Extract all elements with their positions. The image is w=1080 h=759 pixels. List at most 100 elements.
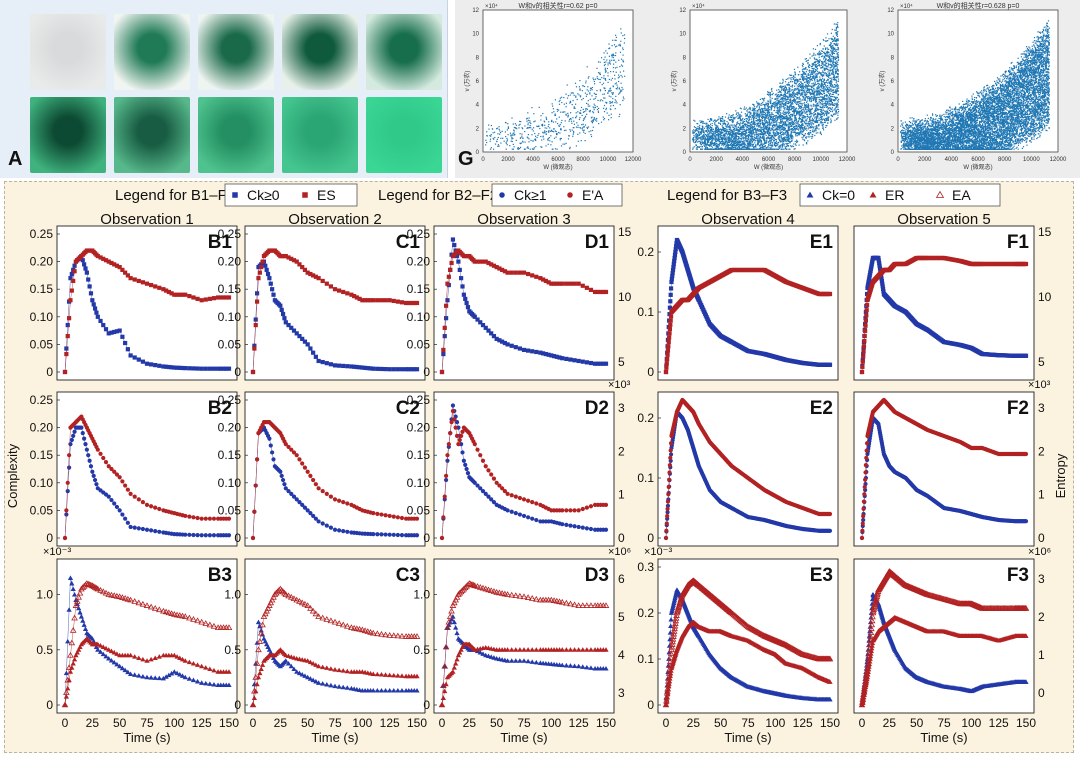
scatter-point <box>559 97 561 99</box>
scatter-point <box>790 123 792 125</box>
scatter-point <box>788 93 790 95</box>
scatter-point <box>809 123 811 125</box>
scatter-point <box>822 107 824 109</box>
scatter-point <box>572 117 574 119</box>
scatter-point <box>797 140 799 142</box>
scatter-point <box>818 63 820 66</box>
scatter-point <box>781 88 783 90</box>
scatter-point <box>763 127 765 129</box>
scatter-point <box>731 115 733 117</box>
mixing-photo <box>366 14 442 90</box>
scatter-point <box>780 121 782 123</box>
scatter-point <box>758 138 760 140</box>
scatter-point <box>782 94 784 96</box>
scatter-point <box>785 121 787 123</box>
scatter-point <box>760 108 762 110</box>
scatter-point <box>821 121 823 123</box>
scatter-point <box>692 138 694 140</box>
scatter-point <box>614 39 616 41</box>
scatter-point <box>813 57 815 59</box>
scatter-point <box>603 77 605 79</box>
scatter-point <box>751 121 753 123</box>
scatter-point <box>804 99 806 101</box>
scatter-point <box>730 137 732 139</box>
scatter-point <box>561 96 563 98</box>
scatter-point <box>697 135 699 137</box>
scatter-point <box>782 139 784 141</box>
scatter-point <box>741 125 743 127</box>
scatter-point <box>816 105 818 107</box>
scatter-point <box>494 143 497 145</box>
scatter-point <box>835 44 837 46</box>
scatter-point <box>615 52 617 54</box>
scatter-point <box>585 95 587 97</box>
scatter-point <box>830 67 832 69</box>
scatter-point <box>725 125 727 127</box>
scatter-point <box>711 143 713 145</box>
scatter-point <box>744 123 746 125</box>
scatter-point <box>824 54 827 57</box>
scatter-point <box>821 113 823 115</box>
scatter-point <box>597 99 599 101</box>
scatter-point <box>827 108 829 110</box>
scatter-point <box>612 54 614 57</box>
scatter-point <box>698 138 700 140</box>
scatter-point <box>746 127 748 129</box>
scatter-point <box>618 76 620 78</box>
scatter-point <box>532 148 534 150</box>
scatter-point <box>769 111 771 113</box>
scatter-point <box>497 144 499 146</box>
scatter-point <box>737 131 739 133</box>
scatter-point <box>804 81 806 83</box>
scatter-point <box>774 138 777 141</box>
scatter-point <box>833 47 835 49</box>
scatter-point <box>589 89 592 91</box>
scatter-point <box>726 148 728 150</box>
scatter-point <box>586 108 588 110</box>
scatter-point <box>802 68 804 70</box>
scatter-point <box>702 121 704 123</box>
scatter-point <box>802 71 804 73</box>
scatter-point <box>817 85 819 87</box>
scatter-point <box>777 117 779 119</box>
scatter-point <box>784 121 786 123</box>
scatter-point <box>619 43 621 45</box>
scatter-point <box>813 112 815 114</box>
scatter-point <box>604 67 606 69</box>
scatter-point <box>804 128 806 130</box>
scatter-point <box>757 113 759 115</box>
scatter-point <box>769 138 772 140</box>
scatter-point <box>763 116 766 118</box>
scatter-point <box>718 137 720 139</box>
scatter-point <box>527 134 529 136</box>
scatter-point <box>526 120 528 122</box>
scatter-point <box>618 115 620 118</box>
scatter-point <box>733 117 735 119</box>
scatter-point <box>809 92 811 94</box>
scatter-point <box>759 109 761 111</box>
scatter-point <box>702 137 704 139</box>
scatter-point <box>779 91 782 93</box>
scatter-point <box>804 116 806 118</box>
scatter-point <box>750 124 752 126</box>
scatter-point <box>535 135 537 137</box>
scatter-point <box>807 103 809 105</box>
scatter-point <box>787 108 789 110</box>
scatter-point <box>732 134 734 136</box>
scatter-point <box>788 126 791 128</box>
scatter-point <box>697 128 699 130</box>
scatter-point <box>829 107 831 109</box>
scatter-point <box>820 96 822 98</box>
tick-label: 4 <box>683 103 687 109</box>
scatter-point <box>694 129 696 132</box>
scatter-point <box>764 122 767 124</box>
scatter-point <box>836 26 838 28</box>
scatter-point <box>717 126 719 128</box>
scatter-point <box>802 134 805 136</box>
scatter-point <box>789 134 791 136</box>
scatter-point <box>613 63 615 65</box>
scatter-point <box>763 111 765 113</box>
scatter-point <box>592 120 594 122</box>
scatter-point <box>569 148 571 150</box>
scatter-point <box>623 42 625 44</box>
